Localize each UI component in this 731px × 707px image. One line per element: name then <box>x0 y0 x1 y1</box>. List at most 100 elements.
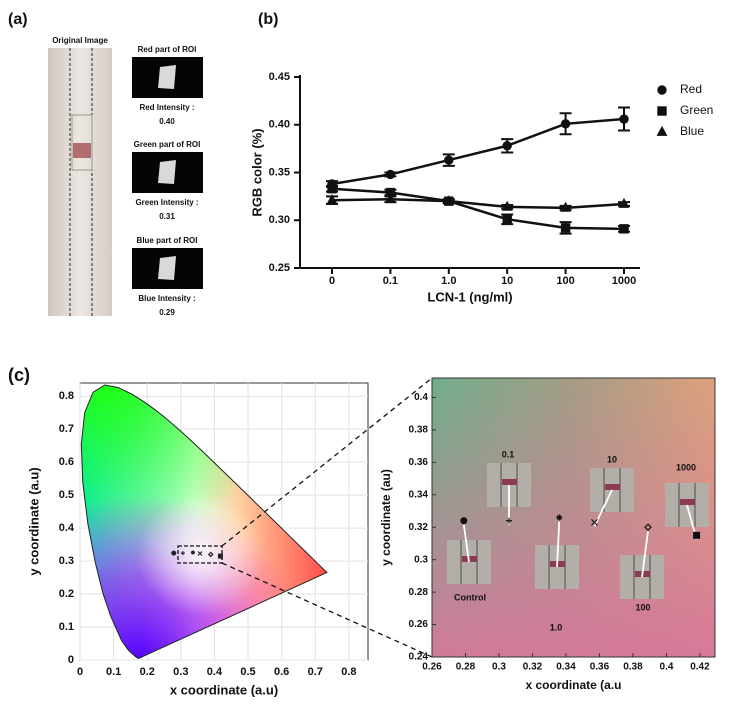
y-tick-label: 0.35 <box>269 166 290 178</box>
y-tick-label: 0.4 <box>59 522 75 534</box>
y-tick-label: 0.3 <box>414 554 428 565</box>
x-tick-label: 0 <box>77 666 83 678</box>
pointer <box>556 521 561 568</box>
panel-b: (b) 0.25 0.30 0.35 0.40 0.45 RGB color (%) LCN-… <box>249 11 713 304</box>
y-tick-label: 0.34 <box>409 489 429 500</box>
marker <box>384 193 396 204</box>
roi-shape <box>158 256 176 280</box>
roi-shape <box>158 65 176 89</box>
marker <box>644 523 652 532</box>
panel-label: (c) <box>8 365 30 385</box>
x-tick-label: 1000 <box>612 275 636 287</box>
x-tick-label: 0.2 <box>140 666 155 678</box>
image-title: Original Image <box>52 36 108 45</box>
x-tick-label: 0.3 <box>492 662 506 673</box>
y-tick-label: 0.7 <box>59 423 74 435</box>
channel-title: Blue part of ROI <box>137 236 198 245</box>
x-tick-label: 0.26 <box>422 662 442 673</box>
x-tick-label: 0.6 <box>274 666 289 678</box>
intensity-label: Green Intensity : <box>135 198 198 207</box>
marker <box>506 517 513 524</box>
original-photo <box>48 48 112 316</box>
marker <box>656 125 668 136</box>
y-tick-label: 0 <box>68 654 74 666</box>
x-axis-title: x coordinate (a.u <box>525 678 621 692</box>
intensity-value: 0.31 <box>159 212 175 221</box>
panel-label: (b) <box>258 11 278 28</box>
roi-shape <box>158 160 176 184</box>
x-tick-label: 0.32 <box>523 662 543 673</box>
legend-label: Blue <box>680 124 704 138</box>
y-tick-label: 0.4 <box>414 392 428 403</box>
pointer <box>462 524 470 563</box>
x-axis-title: LCN-1 (ng/ml) <box>427 289 512 304</box>
marker <box>556 514 563 521</box>
y-tick-label: 0.25 <box>269 262 290 274</box>
marker <box>657 106 667 116</box>
x-tick-label: 0.7 <box>308 666 323 678</box>
marker <box>217 553 223 559</box>
marker <box>190 550 195 555</box>
x-tick-label: 100 <box>556 275 574 287</box>
y-tick-label: 0.2 <box>59 588 74 600</box>
spectral-locus <box>80 384 328 659</box>
sample-spot <box>605 484 620 490</box>
roi-box <box>71 114 93 171</box>
x-tick-label: 0.8 <box>341 666 356 678</box>
y-tick-label: 0.40 <box>269 119 290 131</box>
y-tick-label: 0.45 <box>269 71 290 83</box>
sample-label: 1.0 <box>550 622 563 632</box>
panel-c-cie: (c) 0 0.1 0.2 0.3 0.4 0.5 0.6 0.7 0.8 0 0.1 0.2 0.3 0.… <box>8 365 433 697</box>
y-tick-label: 0.28 <box>409 587 429 598</box>
marker <box>444 155 454 165</box>
marker <box>327 184 337 194</box>
intensity-value: 0.29 <box>159 308 175 317</box>
marker <box>591 518 598 526</box>
x-tick-label: 1.0 <box>441 275 456 287</box>
channel-title: Red part of ROI <box>138 45 197 54</box>
marker <box>460 517 468 525</box>
legend-label: Red <box>680 82 702 96</box>
x-tick-label: 0.36 <box>590 662 610 673</box>
x-tick-label: 0.5 <box>240 666 255 678</box>
sample-label: 0.1 <box>502 449 515 459</box>
marker <box>207 551 214 558</box>
y-tick-label: 0.5 <box>59 489 74 501</box>
y-tick-label: 0.36 <box>409 457 429 468</box>
panel-label: (a) <box>8 11 28 28</box>
y-tick-label: 0.3 <box>59 555 74 567</box>
marker <box>171 550 177 556</box>
series-line <box>331 197 625 210</box>
marker <box>619 114 629 124</box>
marker <box>501 200 513 211</box>
x-tick-label: 0 <box>329 275 335 287</box>
channels: Red part of ROI Red Intensity : 0.40 Green … <box>132 45 203 317</box>
x-tick-label: 0.38 <box>623 662 643 673</box>
zoom-box <box>177 545 223 564</box>
pointer <box>593 489 613 527</box>
y-axis-title: y coordinate (a.u) <box>26 467 41 575</box>
x-tick-label: 0.4 <box>207 666 223 678</box>
pointer <box>641 531 649 578</box>
marker <box>197 551 203 556</box>
marker <box>326 194 338 205</box>
x-tick-label: 0.3 <box>173 666 188 678</box>
y-axis-title: RGB color (%) <box>249 128 264 216</box>
x-tick-label: 0.1 <box>383 275 398 287</box>
channel-title: Green part of ROI <box>134 140 201 149</box>
legend-label: Green <box>680 103 713 117</box>
marker <box>385 169 396 180</box>
marker <box>502 141 512 151</box>
sample-spot <box>680 499 695 505</box>
series-line <box>331 187 625 231</box>
marker <box>693 531 701 539</box>
y-tick-label: 0.32 <box>409 522 429 533</box>
sample-label: 100 <box>635 602 650 612</box>
marker <box>502 214 512 224</box>
marker <box>560 201 572 212</box>
marker <box>619 224 629 234</box>
y-tick-label: 0.24 <box>409 652 429 663</box>
x-tick-label: 10 <box>501 275 513 287</box>
marker <box>180 551 185 556</box>
